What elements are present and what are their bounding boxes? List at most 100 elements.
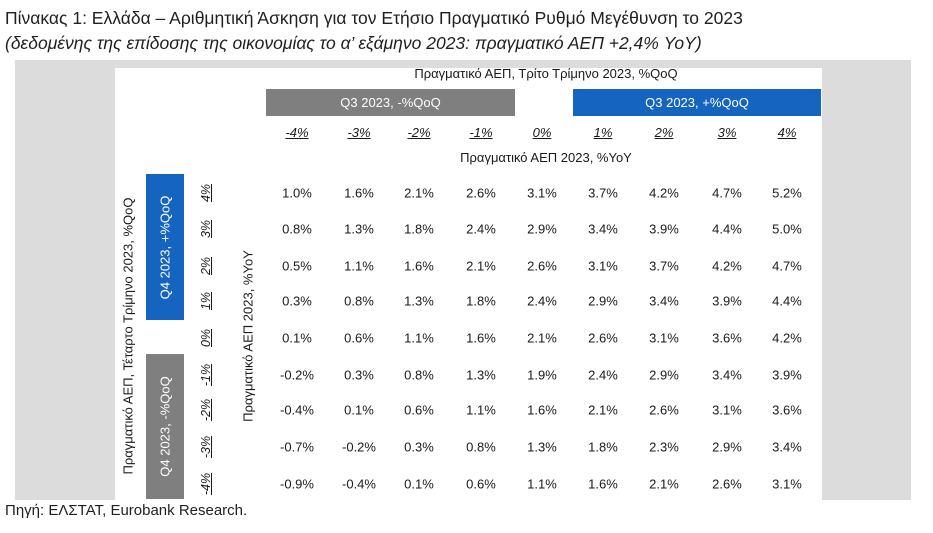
table-cell: 2.1%	[404, 185, 434, 201]
table-cell: 4.7%	[772, 258, 802, 274]
table-cell: 3.7%	[649, 258, 679, 274]
left-axis-label: Πραγματικό ΑΕΠ, Τέταρτο Τρίμηνο 2023, %Q…	[120, 197, 136, 475]
table-cell: 1.6%	[588, 476, 618, 492]
table-cell: 1.0%	[282, 185, 312, 201]
table-cell: 0.1%	[344, 402, 374, 418]
table-cell: 3.1%	[649, 330, 679, 346]
table-cell: 2.4%	[466, 221, 496, 237]
row-header: -1%	[199, 363, 213, 387]
column-header: 3%	[717, 125, 737, 140]
row-header: 1%	[199, 291, 213, 311]
table-cell: 2.6%	[527, 258, 557, 274]
table-cell: -0.2%	[280, 367, 314, 383]
frame-right	[822, 60, 911, 500]
table-cell: 0.3%	[404, 439, 434, 455]
table-cell: 1.3%	[344, 221, 374, 237]
table-cell: 4.2%	[649, 185, 679, 201]
table-cell: 1.1%	[466, 402, 496, 418]
table-cell: 2.6%	[588, 330, 618, 346]
table-cell: 1.8%	[466, 293, 496, 309]
table-cell: 3.6%	[772, 402, 802, 418]
table-cell: 4.7%	[712, 185, 742, 201]
table-cell: 1.8%	[588, 439, 618, 455]
table-cell: 2.6%	[649, 402, 679, 418]
table-cell: 3.1%	[712, 402, 742, 418]
table-cell: 3.4%	[772, 439, 802, 455]
table-cell: -0.2%	[342, 439, 376, 455]
row-header: 4%	[199, 183, 213, 203]
column-header: -4%	[285, 125, 309, 140]
table-cell: 4.2%	[772, 330, 802, 346]
table-cell: 1.9%	[527, 367, 557, 383]
table-cell: 1.3%	[404, 293, 434, 309]
table-cell: 2.3%	[649, 439, 679, 455]
table-cell: 2.1%	[649, 476, 679, 492]
q4-positive-box: Q4 2023, +%QoQ	[146, 174, 184, 320]
row-header: -3%	[199, 435, 213, 459]
table-cell: 1.1%	[527, 476, 557, 492]
table-cell: 3.7%	[588, 185, 618, 201]
table-cell: 2.6%	[712, 476, 742, 492]
yoy-vertical-label: Πραγματικό ΑΕΠ 2023, %YoY	[240, 250, 256, 422]
table-cell: 1.3%	[527, 439, 557, 455]
table-cell: 2.6%	[466, 185, 496, 201]
table-cell: 2.1%	[588, 402, 618, 418]
document-title: Πίνακας 1: Ελλάδα – Αριθμητική Άσκηση γι…	[5, 8, 743, 28]
top-axis-label: Πραγματικό ΑΕΠ, Τρίτο Τρίμηνο 2023, %QoQ	[414, 66, 678, 81]
table-cell: 3.1%	[772, 476, 802, 492]
table-cell: 5.2%	[772, 185, 802, 201]
q4-negative-box: Q4 2023, -%QoQ	[146, 354, 184, 499]
row-header: 0%	[199, 328, 213, 348]
table-cell: 2.9%	[649, 367, 679, 383]
table-cell: 3.4%	[649, 293, 679, 309]
table-cell: -0.9%	[280, 476, 314, 492]
table-cell: 3.4%	[712, 367, 742, 383]
table-cell: 3.9%	[712, 293, 742, 309]
table-cell: 3.9%	[772, 367, 802, 383]
table-cell: -0.4%	[280, 402, 314, 418]
q3-negative-box: Q3 2023, -%QoQ	[266, 89, 515, 116]
frame-left	[15, 60, 115, 500]
table-panel	[115, 68, 822, 500]
frame-top	[115, 60, 822, 68]
column-header: 2%	[654, 125, 674, 140]
column-header: 1%	[593, 125, 613, 140]
table-cell: 0.6%	[344, 330, 374, 346]
table-cell: 0.3%	[344, 367, 374, 383]
table-cell: 1.6%	[527, 402, 557, 418]
table-cell: -0.7%	[280, 439, 314, 455]
table-cell: 3.9%	[649, 221, 679, 237]
table-cell: 2.9%	[527, 221, 557, 237]
q4-positive-label: Q4 2023, +%QoQ	[157, 195, 173, 299]
table-cell: 3.6%	[712, 330, 742, 346]
table-cell: 0.8%	[282, 221, 312, 237]
table-cell: 0.8%	[404, 367, 434, 383]
column-header: 4%	[777, 125, 797, 140]
table-cell: 2.4%	[588, 367, 618, 383]
table-cell: 2.1%	[527, 330, 557, 346]
row-header: -2%	[199, 398, 213, 422]
table-cell: 1.1%	[404, 330, 434, 346]
table-cell: 0.6%	[466, 476, 496, 492]
table-cell: 4.4%	[712, 221, 742, 237]
table-cell: 2.9%	[712, 439, 742, 455]
table-cell: 2.1%	[466, 258, 496, 274]
table-cell: 3.1%	[588, 258, 618, 274]
table-cell: 4.2%	[712, 258, 742, 274]
column-header: -1%	[469, 125, 493, 140]
table-cell: 0.1%	[404, 476, 434, 492]
q4-negative-label: Q4 2023, -%QoQ	[157, 376, 173, 477]
table-cell: 0.5%	[282, 258, 312, 274]
row-header: 3%	[199, 219, 213, 239]
table-cell: 1.3%	[466, 367, 496, 383]
table-cell: -0.4%	[342, 476, 376, 492]
table-cell: 5.0%	[772, 221, 802, 237]
row-header: -4%	[199, 472, 213, 496]
column-header: -3%	[347, 125, 371, 140]
table-cell: 1.8%	[404, 221, 434, 237]
row-header: 2%	[199, 256, 213, 276]
table-cell: 1.6%	[344, 185, 374, 201]
column-header: 0%	[532, 125, 552, 140]
q3-positive-box: Q3 2023, +%QoQ	[573, 89, 821, 116]
table-cell: 0.8%	[344, 293, 374, 309]
